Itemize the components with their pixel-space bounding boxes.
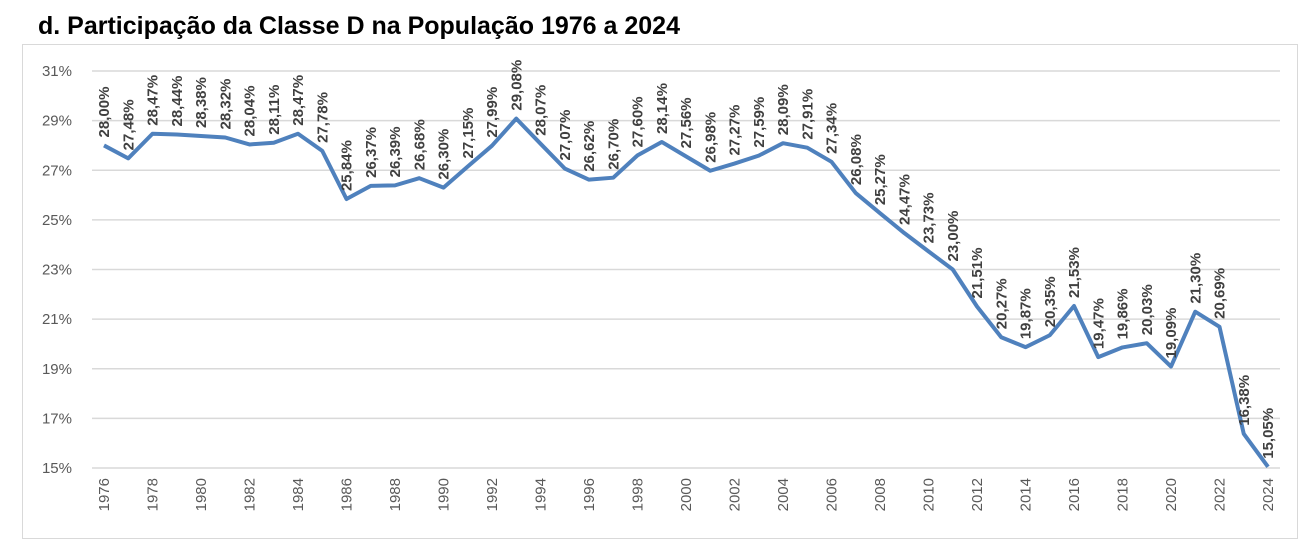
y-tick-label: 15%	[42, 460, 72, 477]
data-label: 19,47%	[1090, 298, 1107, 349]
x-tick-label: 2018	[1115, 478, 1132, 511]
data-label: 29,08%	[508, 60, 525, 111]
y-tick-label: 17%	[42, 410, 72, 427]
data-label: 28,44%	[169, 76, 186, 127]
data-label: 28,47%	[145, 75, 162, 126]
x-tick-label: 2002	[727, 478, 744, 511]
data-label: 28,14%	[654, 83, 671, 134]
y-tick-label: 21%	[42, 311, 72, 328]
data-label: 27,56%	[678, 97, 695, 148]
data-label: 27,59%	[751, 97, 768, 148]
x-tick-label: 1994	[533, 478, 550, 511]
x-tick-label: 2004	[775, 478, 792, 511]
x-tick-label: 2008	[872, 478, 889, 511]
data-label: 20,35%	[1042, 276, 1059, 327]
data-label: 27,34%	[824, 103, 841, 154]
data-label: 27,91%	[799, 89, 816, 140]
y-tick-label: 27%	[42, 162, 72, 179]
y-tick-label: 25%	[42, 212, 72, 229]
data-label: 26,39%	[387, 127, 404, 178]
data-label: 15,05%	[1260, 408, 1277, 459]
data-label: 26,37%	[363, 127, 380, 178]
chart-area	[22, 44, 1298, 539]
x-tick-label: 1988	[387, 478, 404, 511]
data-label: 19,09%	[1163, 308, 1180, 359]
data-label: 25,27%	[872, 154, 889, 205]
data-label: 28,32%	[217, 79, 234, 130]
data-label: 26,68%	[411, 119, 428, 170]
data-label: 20,27%	[993, 278, 1010, 329]
data-label: 19,87%	[1018, 288, 1035, 339]
data-label: 26,98%	[702, 112, 719, 163]
x-tick-label: 2016	[1066, 478, 1083, 511]
data-label: 27,48%	[120, 99, 137, 150]
data-label: 28,38%	[193, 77, 210, 128]
x-tick-label: 1996	[581, 478, 598, 511]
y-tick-label: 19%	[42, 361, 72, 378]
x-tick-label: 1984	[290, 478, 307, 511]
data-label: 28,04%	[242, 86, 259, 137]
y-tick-label: 23%	[42, 262, 72, 279]
data-label: 28,11%	[266, 85, 283, 135]
x-tick-label: 1976	[96, 478, 113, 511]
x-tick-label: 1980	[193, 478, 210, 511]
data-label: 16,38%	[1236, 375, 1253, 426]
data-label: 27,15%	[460, 108, 477, 159]
x-tick-label: 1978	[145, 478, 162, 511]
x-tick-label: 2000	[678, 478, 695, 511]
data-label: 19,86%	[1115, 289, 1132, 340]
chart-title: d. Participação da Classe D na População…	[38, 12, 680, 40]
x-tick-label: 2024	[1260, 478, 1277, 511]
x-tick-label: 1992	[484, 478, 501, 511]
x-tick-label: 2006	[824, 478, 841, 511]
data-label: 28,07%	[533, 85, 550, 136]
data-label: 21,51%	[969, 248, 986, 299]
x-tick-label: 2012	[969, 478, 986, 511]
data-label: 27,78%	[314, 92, 331, 143]
data-label: 21,30%	[1187, 253, 1204, 304]
data-label: 28,47%	[290, 75, 307, 126]
x-tick-label: 2020	[1163, 478, 1180, 511]
x-tick-label: 1998	[630, 478, 647, 511]
x-tick-label: 2010	[921, 478, 938, 511]
data-label: 23,00%	[945, 211, 962, 262]
data-label: 28,09%	[775, 84, 792, 135]
data-label: 27,07%	[557, 110, 574, 161]
data-label: 26,62%	[581, 121, 598, 172]
x-tick-label: 1982	[242, 478, 259, 511]
data-label: 26,08%	[848, 134, 865, 185]
data-label: 24,47%	[896, 174, 913, 225]
y-tick-label: 31%	[42, 63, 72, 80]
data-label: 28,00%	[96, 87, 113, 138]
data-label: 20,69%	[1212, 268, 1229, 319]
data-label: 27,99%	[484, 87, 501, 138]
x-tick-label: 1986	[339, 478, 356, 511]
data-label: 26,70%	[605, 119, 622, 170]
data-label: 25,84%	[339, 140, 356, 191]
data-label: 23,73%	[921, 193, 938, 244]
x-tick-label: 1990	[436, 478, 453, 511]
y-tick-label: 29%	[42, 113, 72, 130]
data-label: 26,30%	[436, 129, 453, 180]
data-label: 20,03%	[1139, 284, 1156, 335]
x-tick-label: 2022	[1212, 478, 1229, 511]
data-label: 27,27%	[727, 105, 744, 156]
data-label: 21,53%	[1066, 247, 1083, 298]
data-label: 27,60%	[630, 96, 647, 147]
x-tick-label: 2014	[1018, 478, 1035, 511]
